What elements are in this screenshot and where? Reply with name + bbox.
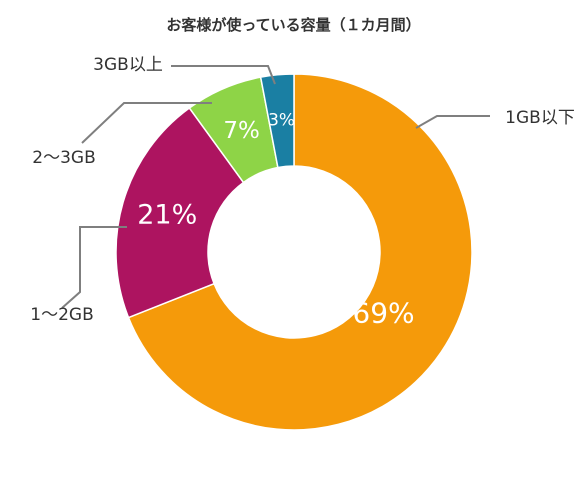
slice-value-label-2: 21% [137,200,197,231]
leader-line-4 [171,65,276,85]
donut-slice-1 [127,73,473,431]
slice-value-label-4: 3% [268,111,295,131]
category-label-2: 1～2GB [30,305,93,325]
leader-line-3 [81,102,212,144]
leader-line-2 [61,226,127,309]
slice-value-label-3: 7% [223,118,260,144]
leader-line-1 [415,115,490,129]
category-label-4: 3GB以上 [93,55,163,75]
category-label-3: 2～3GB [32,148,95,168]
category-label-1: 1GB以下 [505,108,575,128]
donut-slice-2 [115,106,245,319]
slice-value-label-1: 69% [352,296,414,329]
chart-title: お客様が使っている容量（１カ月間） [166,16,421,34]
